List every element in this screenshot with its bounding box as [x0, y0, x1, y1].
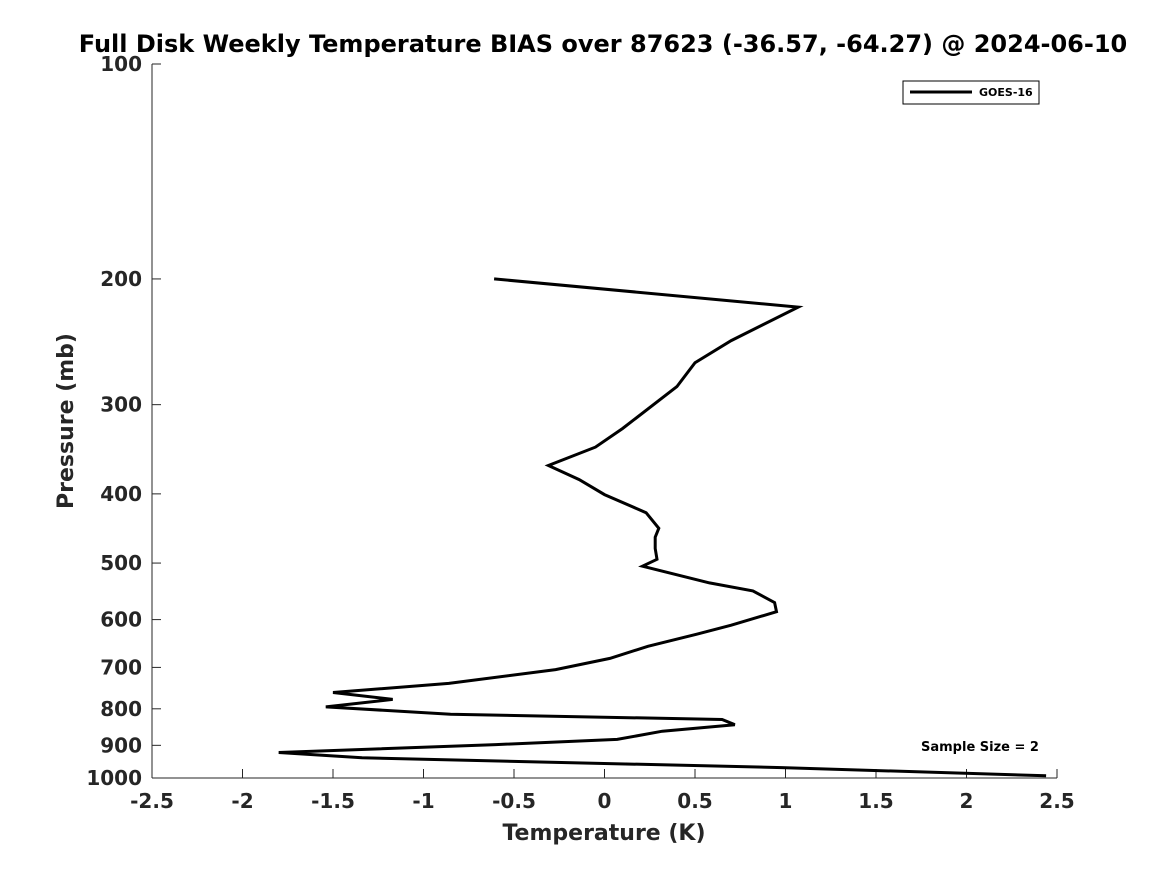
- x-axis-label: Temperature (K): [502, 821, 705, 846]
- x-tick-label: 0: [598, 789, 612, 813]
- y-tick-label: 600: [100, 608, 142, 632]
- y-tick-label: 200: [100, 267, 142, 291]
- series-layer: [278, 277, 1047, 778]
- x-tick-label: -2.5: [130, 789, 174, 813]
- chart-title: Full Disk Weekly Temperature BIAS over 8…: [79, 30, 1127, 58]
- y-axis-label: Pressure (mb): [54, 333, 79, 509]
- y-tick-label: 400: [100, 482, 142, 506]
- x-tick-label: 0.5: [677, 789, 712, 813]
- sample-size-annotation: Sample Size = 2: [921, 740, 1039, 755]
- legend: GOES-16: [902, 80, 1040, 105]
- y-tick-label: 700: [100, 655, 142, 679]
- x-tick-label: -2: [231, 789, 253, 813]
- y-tick-label: 500: [100, 551, 142, 575]
- x-tick-label: 2: [960, 789, 974, 813]
- y-tick-label: 100: [100, 52, 142, 76]
- axis-ticks: -2.5 -2 -1.5 -1 -0.5 0 0.5 1 1.5 2 2.5 100 200 300 400…: [86, 52, 1074, 813]
- y-tick-label: 1000: [86, 766, 142, 790]
- x-tick-label: 1: [779, 789, 793, 813]
- x-tick-label: 1.5: [858, 789, 893, 813]
- y-tick-label: 900: [100, 733, 142, 757]
- x-tick-label: -1: [412, 789, 434, 813]
- y-tick-label: 300: [100, 393, 142, 417]
- series-line-goes-16: [278, 277, 1047, 778]
- x-tick-label: 2.5: [1039, 789, 1074, 813]
- x-tick-label: -1.5: [311, 789, 355, 813]
- x-tick-label: -0.5: [492, 789, 536, 813]
- legend-label: GOES-16: [979, 86, 1033, 99]
- y-tick-label: 800: [100, 697, 142, 721]
